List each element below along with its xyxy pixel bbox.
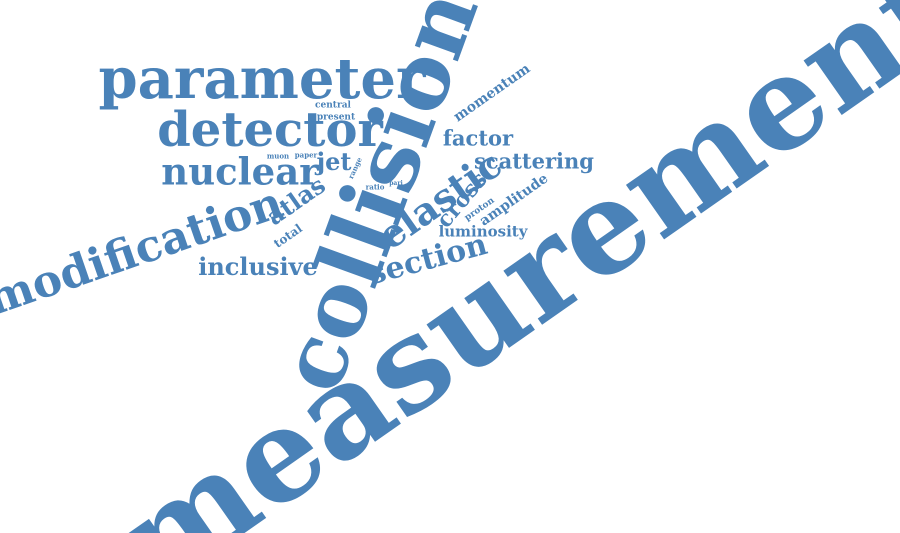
word-luminosity: luminosity <box>438 222 528 241</box>
word-pari: pari <box>389 180 403 187</box>
word-central: central <box>315 100 351 111</box>
word-paper: paper <box>294 150 318 160</box>
word-nuclear: nuclear <box>161 149 319 194</box>
word-present: present <box>316 112 356 123</box>
word-inclusive: inclusive <box>198 252 318 281</box>
word-parameter: parameter <box>98 46 426 112</box>
word-detector: detector <box>157 102 383 158</box>
word-ratio: ratio <box>365 182 385 192</box>
word-factor: factor <box>442 125 514 151</box>
word-muon: muon <box>266 151 290 161</box>
word-scattering: scattering <box>474 148 594 174</box>
word-jet: jet <box>316 147 352 176</box>
